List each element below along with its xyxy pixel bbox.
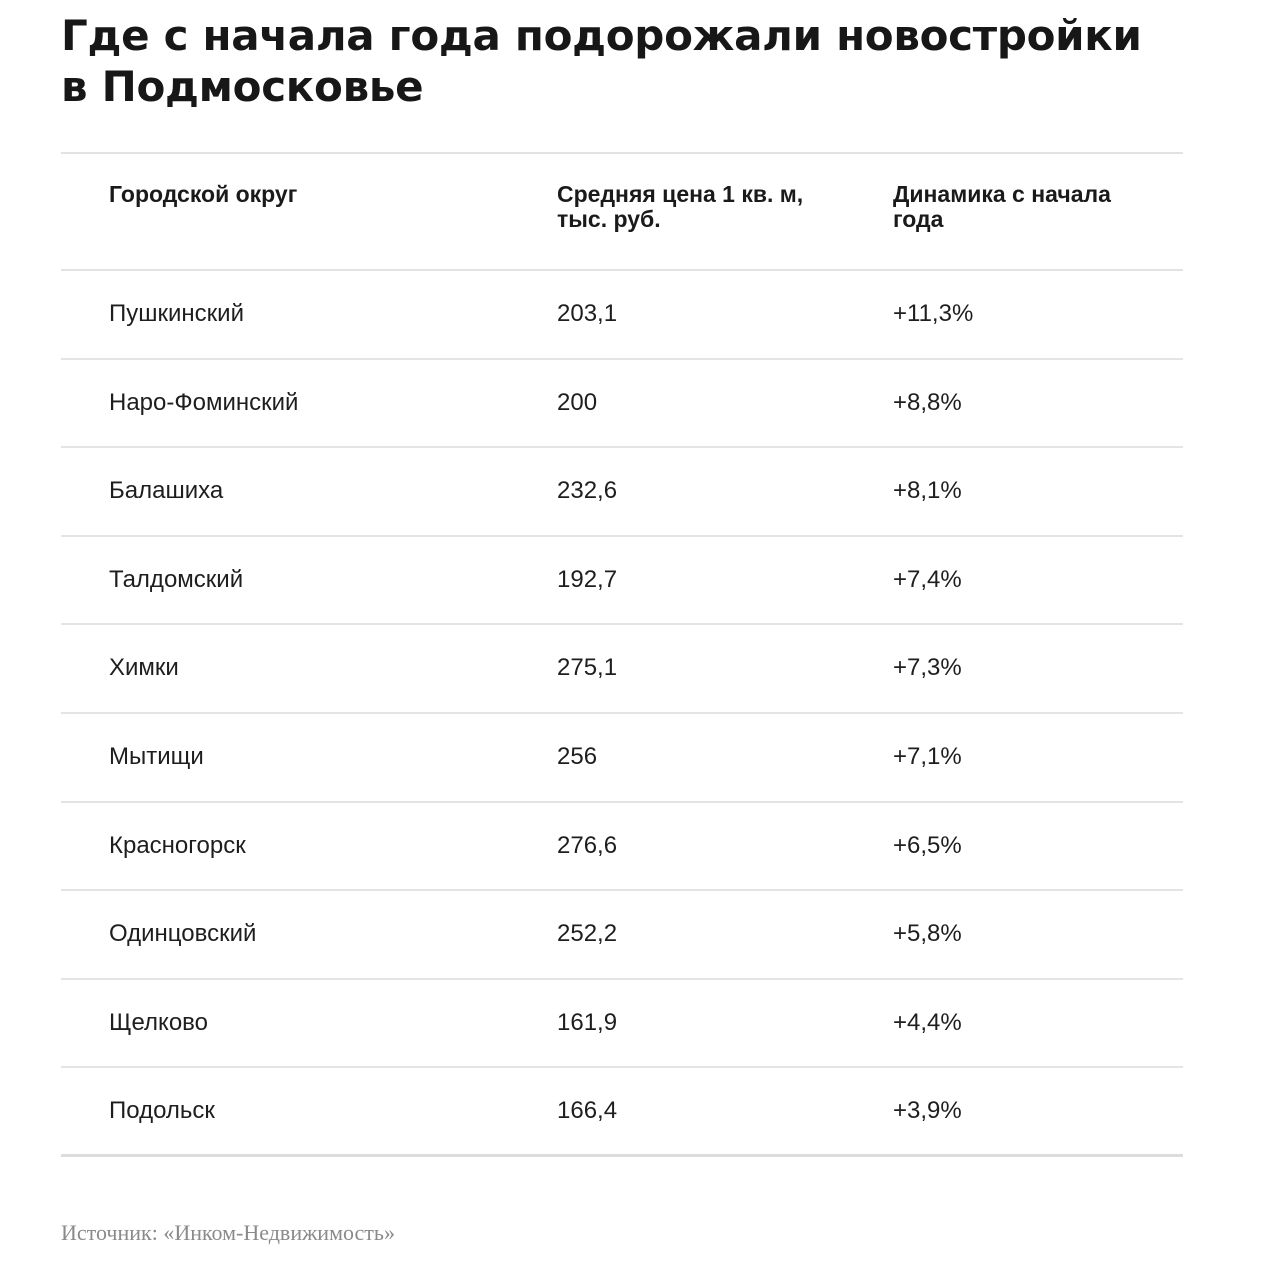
avg-price-cell: 203,1	[557, 300, 618, 327]
avg-price-cell: 192,7	[557, 565, 618, 593]
district-cell: Подольск	[109, 1097, 215, 1125]
table-row: Пушкинский 203,1 +11,3%	[61, 271, 1183, 360]
table-row: Подольск 166,4 +3,9%	[61, 1068, 1183, 1157]
table-row: Химки 275,1 +7,3%	[61, 625, 1183, 714]
change-cell: +6,5%	[893, 831, 962, 859]
district-cell: Балашиха	[109, 477, 224, 505]
change-cell: +8,8%	[893, 388, 962, 416]
change-cell: +7,4%	[893, 565, 962, 593]
district-cell: Щелково	[109, 1008, 208, 1036]
change-cell: +11,3%	[893, 300, 974, 327]
table-row: Талдомский 192,7 +7,4%	[61, 537, 1183, 626]
district-cell: Мытищи	[109, 742, 204, 770]
column-header-change: Динамика с начала года	[893, 181, 1111, 232]
district-cell: Пушкинский	[109, 300, 244, 327]
price-table: Городской округ Средняя цена 1 кв. м, ты…	[61, 152, 1183, 1157]
avg-price-cell: 161,9	[557, 1008, 618, 1036]
table-row: Мытищи 256 +7,1%	[61, 714, 1183, 803]
district-cell: Одинцовский	[109, 920, 257, 948]
district-cell: Талдомский	[109, 565, 244, 593]
district-cell: Наро-Фоминский	[109, 388, 299, 416]
table-row: Балашиха 232,6 +8,1%	[61, 448, 1183, 537]
avg-price-cell: 276,6	[557, 831, 618, 859]
column-header-district: Городской округ	[109, 181, 298, 207]
avg-price-cell: 166,4	[557, 1097, 618, 1125]
change-cell: +8,1%	[893, 477, 962, 505]
avg-price-cell: 252,2	[557, 920, 618, 948]
column-header-avg-price: Средняя цена 1 кв. м, тыс. руб.	[557, 181, 804, 232]
change-cell: +7,1%	[893, 742, 962, 770]
table-row: Щелково 161,9 +4,4%	[61, 980, 1183, 1069]
change-cell: +7,3%	[893, 654, 962, 682]
chart-title: Где с начала года подорожали новостройки…	[61, 11, 1142, 111]
avg-price-cell: 232,6	[557, 477, 618, 505]
district-cell: Красногорск	[109, 831, 246, 859]
table-header-row: Городской округ Средняя цена 1 кв. м, ты…	[61, 154, 1183, 271]
avg-price-cell: 275,1	[557, 654, 618, 682]
change-cell: +3,9%	[893, 1097, 962, 1125]
table-row: Красногорск 276,6 +6,5%	[61, 803, 1183, 892]
district-cell: Химки	[109, 654, 179, 682]
table-row: Наро-Фоминский 200 +8,8%	[61, 360, 1183, 449]
change-cell: +5,8%	[893, 920, 962, 948]
table-row: Одинцовский 252,2 +5,8%	[61, 891, 1183, 980]
change-cell: +4,4%	[893, 1008, 962, 1036]
source-note: Источник: «Инком-Недвижимость»	[61, 1220, 395, 1245]
avg-price-cell: 256	[557, 742, 598, 770]
table-body: Пушкинский 203,1 +11,3% Наро-Фоминский 200 +8…	[61, 271, 1183, 1157]
avg-price-cell: 200	[557, 388, 598, 416]
